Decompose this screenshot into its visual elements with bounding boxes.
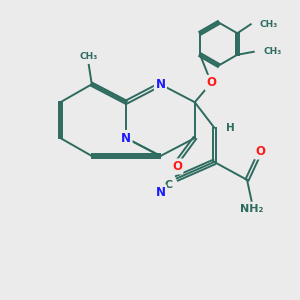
Text: N: N (155, 186, 166, 199)
Text: CH₃: CH₃ (80, 52, 98, 61)
Text: H: H (226, 123, 235, 133)
Text: CH₃: CH₃ (263, 47, 281, 56)
Text: C: C (164, 180, 172, 190)
Text: N: N (155, 78, 166, 91)
Text: CH₃: CH₃ (259, 20, 277, 29)
Text: NH₂: NH₂ (240, 204, 263, 214)
Text: O: O (172, 160, 182, 173)
Text: N: N (121, 132, 131, 145)
Text: O: O (256, 145, 266, 158)
Text: O: O (206, 76, 216, 89)
